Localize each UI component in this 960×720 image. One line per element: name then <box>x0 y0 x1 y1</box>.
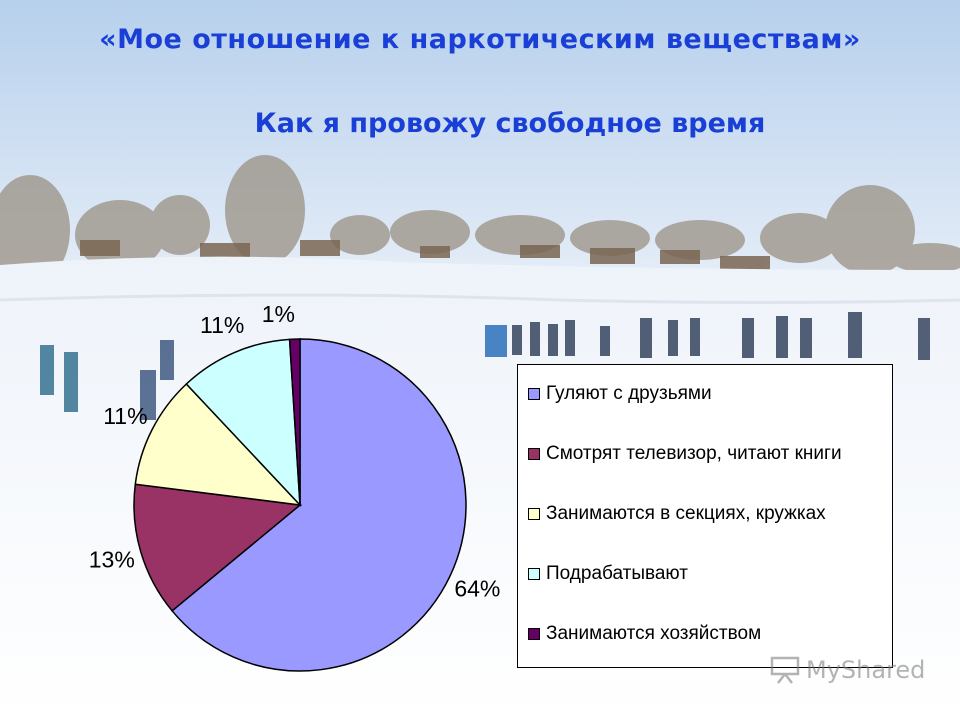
legend-label: Гуляют с друзьями <box>546 383 712 404</box>
legend-swatch <box>528 628 540 640</box>
chart-legend: Гуляют с друзьями Смотрят телевизор, чита… <box>517 364 893 668</box>
chart-subtitle: Как я провожу свободное время <box>254 108 766 139</box>
village-houses <box>80 240 770 270</box>
pie-slice-1 <box>171 338 467 672</box>
pie-labels: 64% 13% 11% 11% 1% <box>89 301 501 601</box>
watermark-text: MyShared <box>806 656 926 684</box>
pie-label-3: 11% <box>103 403 147 429</box>
legend-item-5: Занимаются хозяйством <box>528 623 761 645</box>
pie-slice-5 <box>288 338 301 506</box>
pie-slices <box>133 338 467 672</box>
pie-slice-2 <box>133 483 302 612</box>
page-title: «Мое отношение к наркотическим веществам… <box>99 24 861 55</box>
presentation-icon <box>770 656 800 684</box>
pie-label-1: 64% <box>454 575 500 601</box>
legend-label: Занимаются хозяйством <box>546 623 762 644</box>
legend-item-4: Подрабатывают <box>528 563 688 585</box>
legend-swatch <box>528 508 540 520</box>
watermark: MyShared <box>770 656 925 684</box>
legend-item-3: Занимаются в секциях, кружках <box>528 503 826 525</box>
pie-label-2: 13% <box>89 547 135 573</box>
pie-slice-4 <box>185 338 301 508</box>
pie-slice-3 <box>134 382 302 507</box>
legend-label: Подрабатывают <box>546 563 688 584</box>
legend-label: Смотрят телевизор, читают книги <box>546 443 842 464</box>
legend-item-1: Гуляют с друзьями <box>528 383 712 405</box>
legend-swatch <box>528 568 540 580</box>
legend-item-2: Смотрят телевизор, читают книги <box>528 443 842 465</box>
legend-label: Занимаются в секциях, кружках <box>546 503 826 524</box>
pie-label-4: 11% <box>200 312 244 338</box>
legend-swatch <box>528 388 540 400</box>
legend-swatch <box>528 448 540 460</box>
people <box>40 312 930 420</box>
pie-label-5: 1% <box>262 301 295 327</box>
